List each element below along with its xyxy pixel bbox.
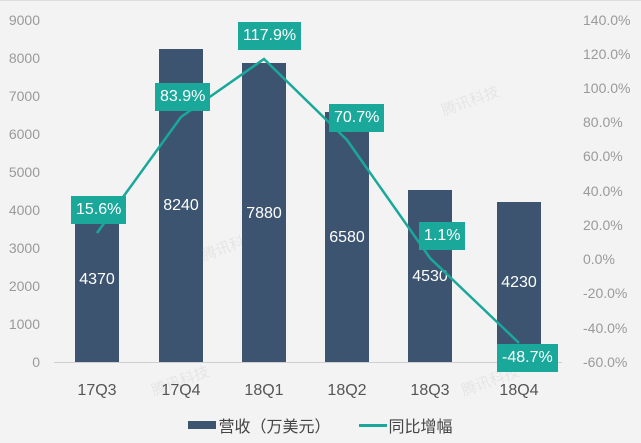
legend-line-swatch-icon xyxy=(358,423,387,427)
line-value-label: -48.7% xyxy=(497,344,558,372)
x-axis-line xyxy=(54,362,562,363)
right-axis-tick: -60.0% xyxy=(583,354,628,370)
bar-value-label: 6580 xyxy=(329,229,365,246)
line-value-label: 83.9% xyxy=(155,83,211,111)
bar-18q2 xyxy=(325,112,369,362)
right-axis-tick: 120.0% xyxy=(583,46,631,62)
x-axis-tick: 18Q1 xyxy=(244,382,284,399)
x-axis-tick: 17Q3 xyxy=(77,382,117,399)
left-axis-tick: 8000 xyxy=(8,50,40,66)
legend-item-growth: 同比增幅 xyxy=(358,413,453,437)
right-axis-tick: 80.0% xyxy=(583,114,623,130)
line-value-label: 70.7% xyxy=(329,104,385,132)
right-axis-tick: -40.0% xyxy=(583,320,628,336)
legend-label: 同比增幅 xyxy=(388,419,453,436)
left-axis-tick: 4000 xyxy=(8,202,40,218)
left-axis-tick: 2000 xyxy=(8,278,40,294)
top-border xyxy=(0,0,641,1)
bar-value-label: 4230 xyxy=(501,274,537,291)
left-axis-tick: 6000 xyxy=(8,126,40,142)
x-axis-tick: 18Q4 xyxy=(499,382,539,399)
bar-value-label: 8240 xyxy=(163,197,199,214)
right-axis-tick: 60.0% xyxy=(583,148,623,164)
bar-value-label: 7880 xyxy=(246,205,282,222)
growth-line xyxy=(95,57,520,344)
right-axis-tick: 40.0% xyxy=(583,183,623,199)
legend: 营收（万美元） 同比增幅 xyxy=(0,413,641,437)
line-value-label: 117.9% xyxy=(238,22,302,50)
legend-bar-swatch-icon xyxy=(188,421,217,429)
bar-value-label: 4370 xyxy=(79,271,115,288)
left-axis-tick: 9000 xyxy=(8,12,40,28)
left-axis-tick: 7000 xyxy=(8,88,40,104)
left-axis-tick: 5000 xyxy=(8,164,40,180)
left-axis-tick: 0 xyxy=(32,354,40,370)
right-axis-tick: 140.0% xyxy=(583,12,631,28)
right-axis-tick: 0.0% xyxy=(583,251,615,267)
x-axis-tick: 18Q2 xyxy=(327,382,367,399)
line-value-label: 1.1% xyxy=(419,222,466,250)
right-axis-tick: 20.0% xyxy=(583,217,623,233)
left-axis-tick: 1000 xyxy=(8,316,40,332)
line-value-label: 15.6% xyxy=(71,196,127,224)
x-axis-tick: 18Q3 xyxy=(410,382,450,399)
x-axis-tick: 17Q4 xyxy=(161,382,201,399)
bar-18q3 xyxy=(408,190,452,362)
bar-18q1 xyxy=(242,63,286,362)
right-axis-tick: 100.0% xyxy=(583,80,631,96)
left-axis-tick: 3000 xyxy=(8,240,40,256)
right-axis-tick: -20.0% xyxy=(583,285,628,301)
legend-label: 营收（万美元） xyxy=(218,419,331,436)
legend-item-revenue: 营收（万美元） xyxy=(188,413,331,437)
bar-18q4 xyxy=(497,202,541,362)
bar-value-label: 4530 xyxy=(412,268,448,285)
